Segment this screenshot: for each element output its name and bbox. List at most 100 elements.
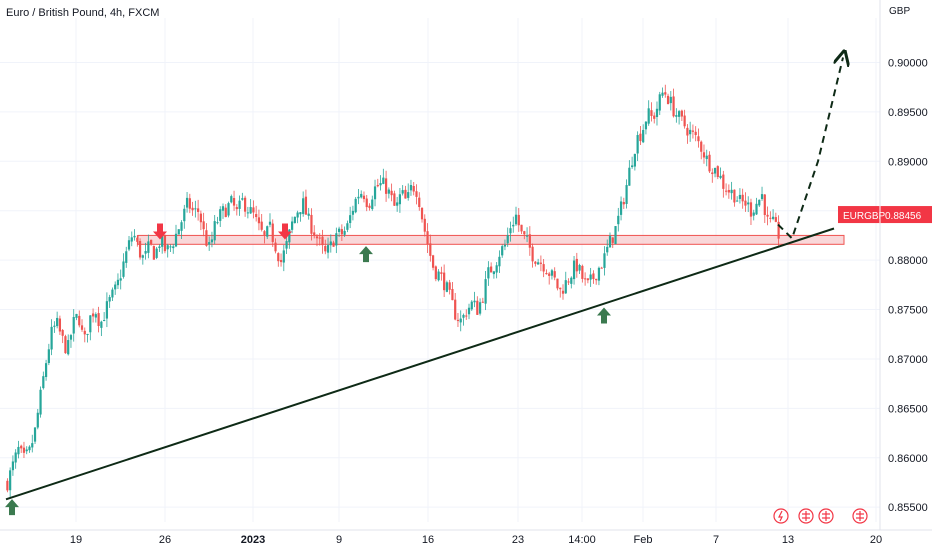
candle-body — [434, 266, 437, 280]
candle-body — [78, 315, 81, 326]
candle-body — [517, 214, 520, 226]
bottom-icons[interactable] — [773, 508, 868, 524]
candle-body — [161, 234, 164, 247]
candle-body — [625, 185, 628, 204]
candle-body — [473, 300, 476, 303]
candle-body — [501, 246, 504, 256]
candle-body — [390, 190, 393, 196]
candle-body — [67, 340, 70, 355]
chart-title: Euro / British Pound, 4h, FXCM — [6, 7, 160, 19]
candle-body — [711, 172, 714, 175]
candle-body — [736, 200, 739, 202]
candle-body — [221, 206, 225, 211]
candle-body — [628, 167, 631, 186]
candle-body — [415, 191, 418, 197]
flag-event-icon[interactable] — [852, 508, 868, 524]
candle-body — [672, 96, 675, 117]
candle-body — [561, 290, 565, 294]
candle-body — [97, 313, 100, 327]
candle-body — [437, 271, 440, 281]
candle-body — [448, 282, 451, 290]
candle-body — [219, 209, 222, 221]
candle-body — [719, 175, 722, 178]
candle-body — [166, 245, 169, 250]
flag-event-icon[interactable] — [798, 508, 814, 524]
candle-body — [213, 221, 216, 241]
candle-body — [61, 330, 64, 336]
candle-body — [216, 222, 219, 224]
candle-body — [210, 239, 214, 243]
candle-body — [531, 246, 534, 262]
candle-body — [94, 314, 97, 318]
candle-body — [669, 96, 672, 104]
candle-body — [25, 449, 28, 452]
candle-body — [572, 260, 576, 280]
flag-event-icon[interactable] — [818, 508, 834, 524]
dividend-event-icon[interactable] — [773, 508, 789, 524]
candle-body — [454, 299, 457, 320]
candle-body — [114, 284, 117, 290]
candle-body — [279, 259, 283, 263]
candle-body — [617, 215, 620, 225]
candle-body — [357, 196, 360, 199]
candle-body — [589, 274, 592, 280]
candle-body — [661, 92, 664, 96]
candle-body — [136, 237, 139, 242]
projection-path — [777, 58, 843, 241]
x-tick-label: 7 — [713, 534, 719, 546]
arrow-up-icon — [597, 307, 611, 324]
candle-body — [760, 194, 764, 200]
candle-body — [384, 178, 388, 194]
candle-body — [423, 218, 426, 232]
candle-body — [119, 278, 122, 281]
candle-body — [713, 167, 717, 174]
candle-body — [86, 333, 89, 335]
candle-body — [290, 221, 294, 230]
candle-body — [564, 280, 567, 294]
candle-body — [302, 198, 305, 214]
candle-body — [396, 202, 399, 206]
candle-body — [763, 194, 766, 216]
candle-body — [340, 229, 343, 235]
grid — [0, 18, 880, 522]
candle-body — [315, 236, 319, 239]
candle-body — [373, 186, 377, 200]
candle-body — [172, 246, 175, 249]
candle-body — [490, 266, 493, 273]
candle-body — [337, 228, 341, 232]
candle-body — [351, 210, 355, 215]
candle-body — [420, 207, 424, 220]
candle-body — [429, 243, 432, 256]
candle-body — [205, 230, 208, 246]
candle-body — [691, 130, 695, 132]
candle-body — [44, 363, 48, 378]
candle-body — [72, 316, 75, 334]
candle-body — [553, 271, 556, 278]
candle-body — [47, 349, 50, 364]
candle-body — [307, 213, 310, 216]
candle-body — [332, 242, 335, 247]
candle-body — [152, 246, 155, 260]
candle-body — [592, 273, 595, 280]
candle-body — [326, 245, 330, 253]
candle-body — [133, 235, 136, 238]
candle-body — [199, 213, 202, 223]
candle-body — [271, 223, 274, 242]
candle-body — [680, 110, 683, 117]
candle-body — [689, 129, 692, 135]
candle-body — [694, 131, 697, 136]
markers — [5, 223, 611, 516]
candle-body — [36, 412, 39, 428]
candle-body — [525, 235, 529, 237]
candle-body — [512, 224, 515, 227]
candle-body — [584, 278, 587, 280]
candle-body — [655, 108, 659, 118]
candle-body — [379, 183, 382, 186]
candle-body — [252, 207, 255, 213]
x-tick-label: Feb — [634, 534, 653, 546]
candle-body — [514, 214, 518, 225]
candle-body — [169, 246, 172, 248]
candles — [6, 84, 780, 497]
x-tick-label: 14:00 — [568, 534, 596, 546]
